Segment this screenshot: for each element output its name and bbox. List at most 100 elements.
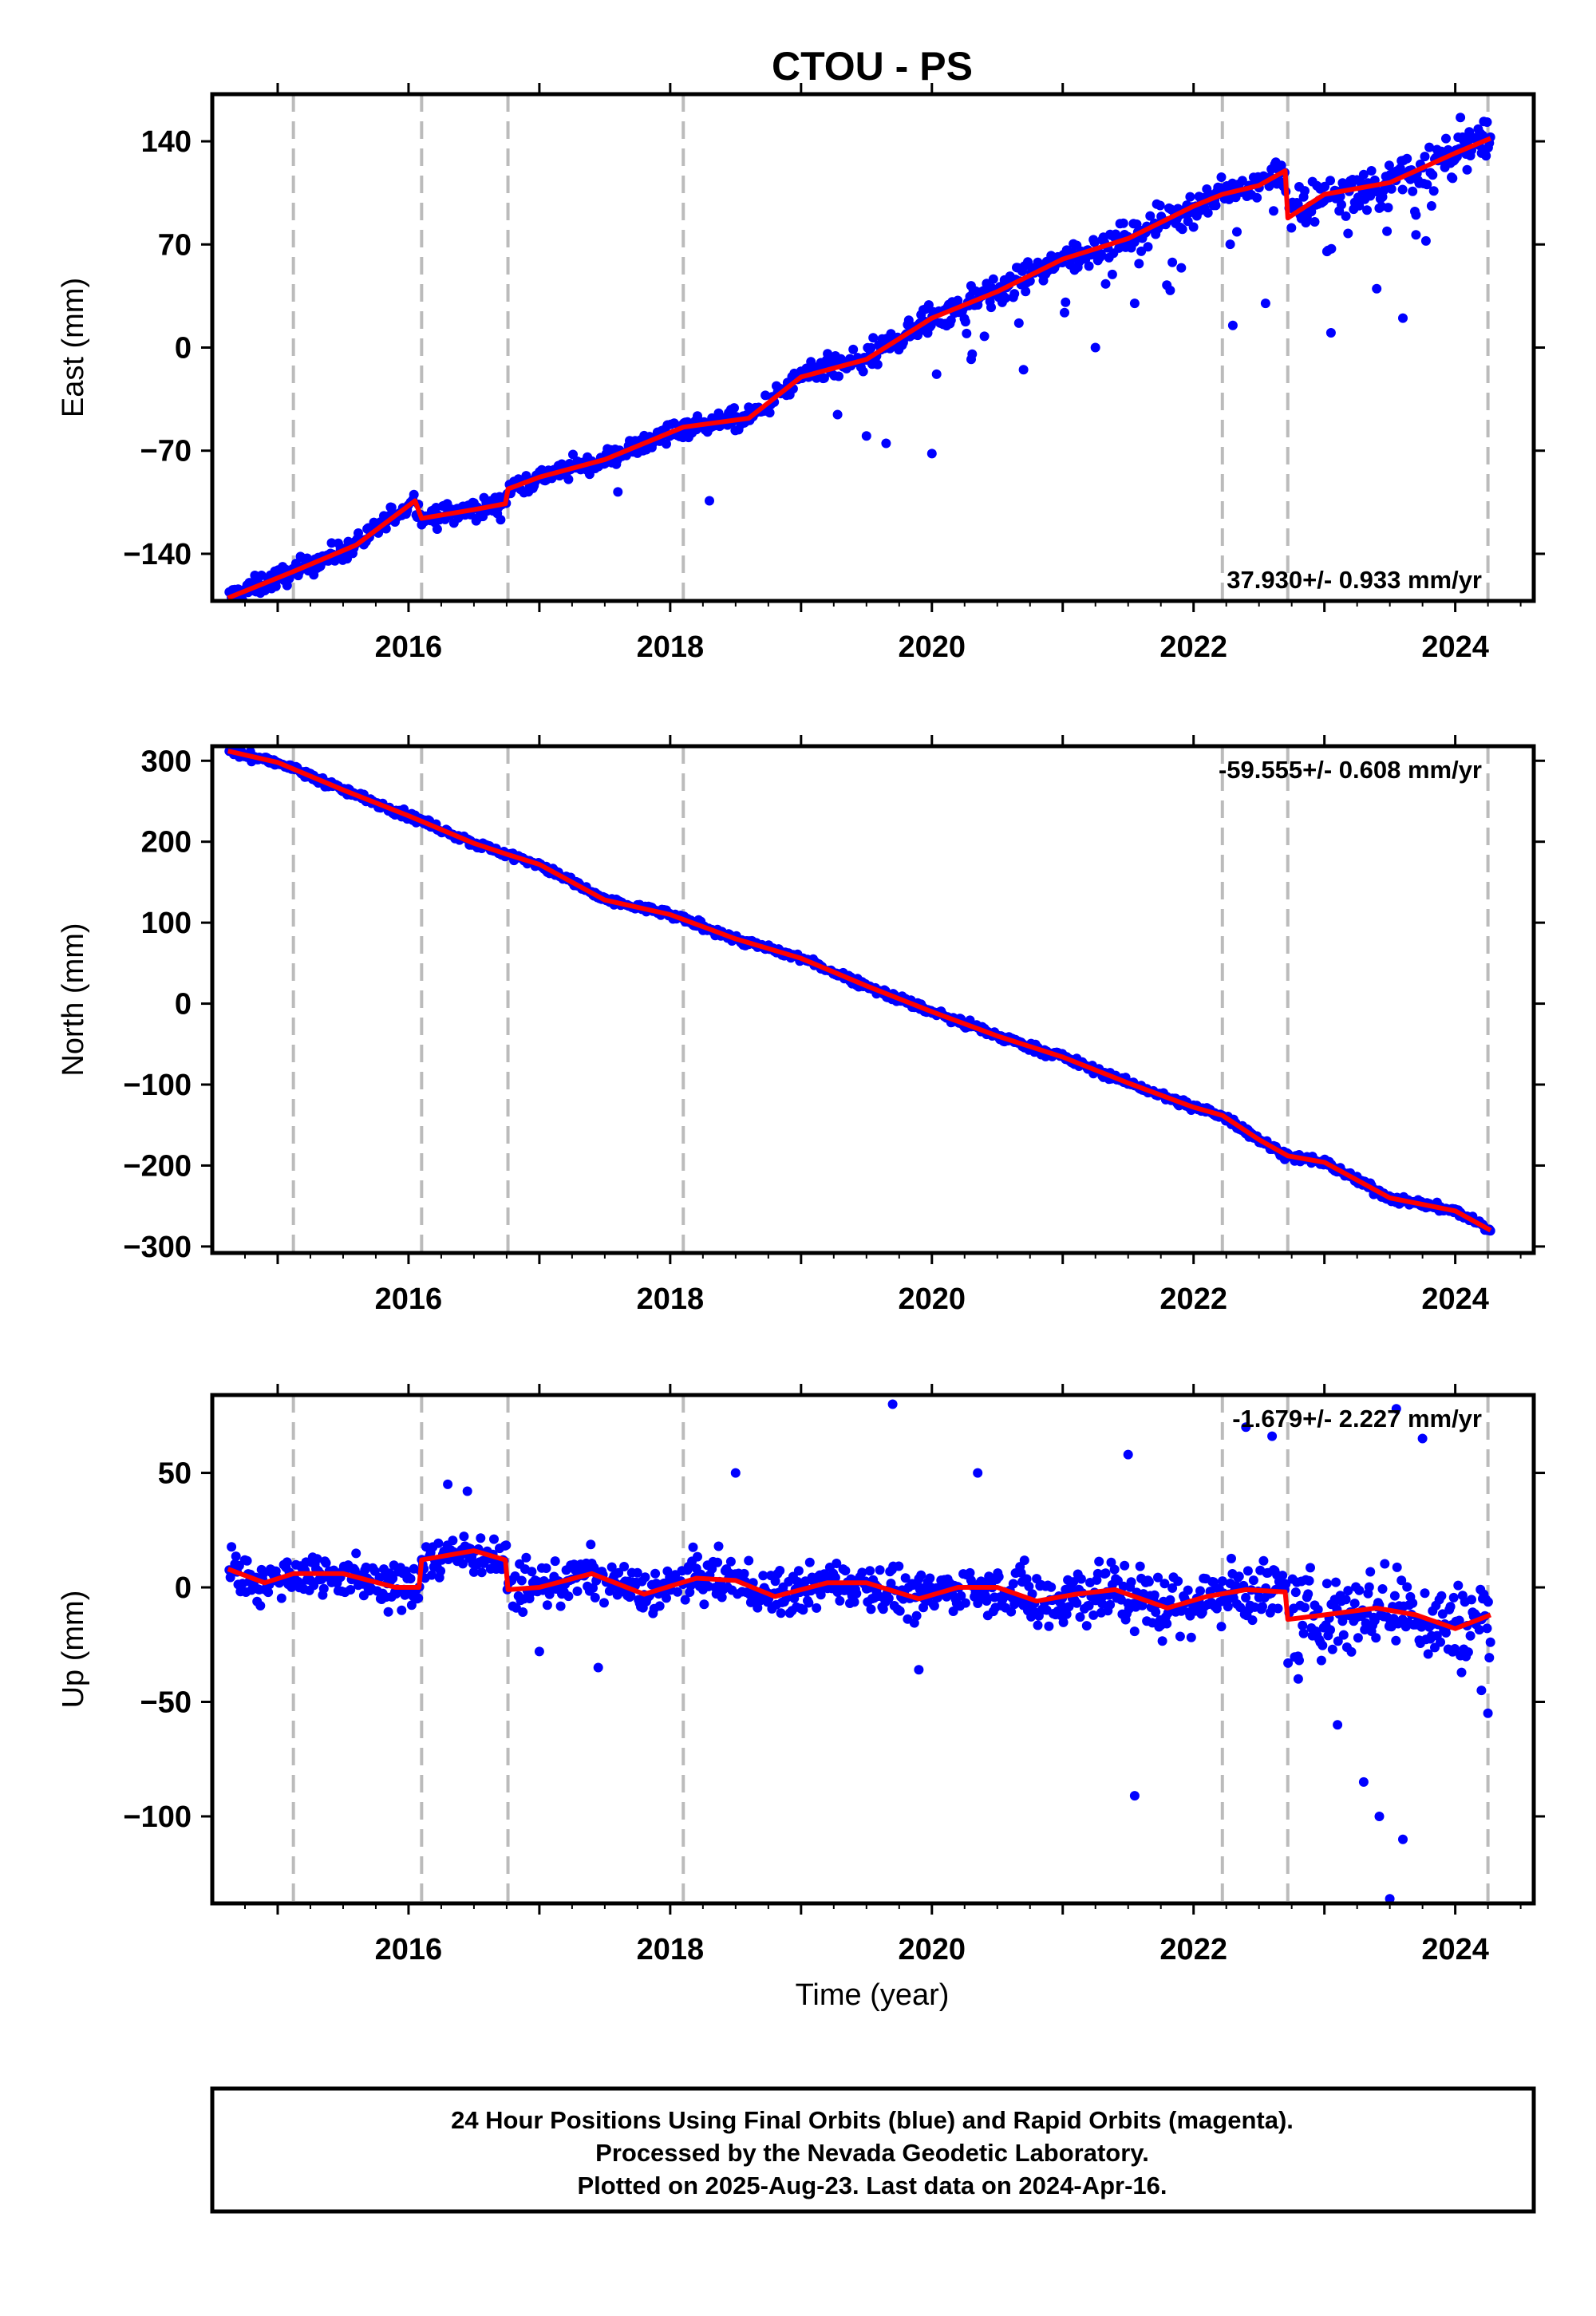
up-point-445	[775, 1566, 785, 1575]
up-point-965	[1391, 1635, 1401, 1646]
up-point-1027	[1465, 1630, 1476, 1641]
up-point-780	[1167, 1583, 1178, 1593]
east-point-531	[872, 359, 883, 370]
up-point-416	[739, 1568, 749, 1579]
up-point-5	[231, 1551, 241, 1562]
up-outlier-15	[1374, 1812, 1385, 1821]
up-point-875	[1283, 1658, 1294, 1668]
up-point-510	[851, 1588, 862, 1599]
up-outlier-6	[914, 1665, 924, 1675]
north-xtick-label-4: 2024	[1421, 1282, 1489, 1316]
east-point-831	[1232, 227, 1242, 237]
up-point-191	[458, 1559, 468, 1569]
up-point-698	[1072, 1598, 1082, 1608]
east-point-686	[1061, 297, 1071, 307]
up-point-689	[1061, 1609, 1072, 1619]
up-outlier-7	[973, 1468, 983, 1478]
east-point-137	[386, 502, 397, 512]
east-point-845	[1252, 192, 1262, 203]
up-ytick-label-0: 50	[158, 1457, 192, 1491]
up-point-460	[793, 1566, 804, 1576]
up-point-836	[1235, 1603, 1246, 1613]
up-point-641	[1008, 1579, 1018, 1589]
up-outlier-14	[1358, 1777, 1369, 1787]
up-point-926	[1343, 1586, 1353, 1596]
east-point-685	[1060, 307, 1069, 318]
up-outlier-9	[1129, 1791, 1140, 1801]
up-rate-label: -1.679+/- 2.227 mm/yr	[1232, 1405, 1482, 1433]
up-point-917	[1333, 1636, 1343, 1646]
up-point-340	[640, 1572, 650, 1583]
north-ytick-label-2: 100	[141, 907, 192, 940]
up-point-754	[1137, 1600, 1148, 1611]
up-point-719	[1097, 1599, 1108, 1609]
east-point-284	[568, 449, 578, 460]
up-xtick-label-3: 2022	[1159, 1933, 1227, 1966]
up-outlier-4	[730, 1468, 741, 1478]
east-point-890	[1310, 217, 1320, 227]
up-point-747	[1129, 1626, 1140, 1637]
up-xtick-label-0: 2016	[375, 1933, 443, 1966]
up-point-629	[994, 1571, 1004, 1582]
up-point-772	[1157, 1636, 1167, 1646]
up-point-675	[1046, 1582, 1057, 1592]
up-point-722	[1100, 1568, 1111, 1579]
up-point-978	[1408, 1598, 1418, 1608]
north-model-line	[227, 749, 1492, 1233]
up-point-256	[541, 1563, 551, 1573]
east-outlier-0	[613, 487, 623, 497]
east-point-86	[326, 538, 337, 548]
up-point-1	[225, 1572, 235, 1583]
up-point-385	[699, 1599, 709, 1610]
up-point-776	[1162, 1618, 1172, 1629]
up-point-441	[770, 1576, 780, 1587]
east-outlier-10	[1260, 298, 1270, 309]
up-point-1018	[1454, 1615, 1464, 1626]
up-point-1026	[1463, 1647, 1473, 1658]
east-point-416	[729, 403, 739, 413]
east-point-1020	[1462, 164, 1472, 175]
north-y-axis-label: North (mm)	[57, 923, 90, 1076]
up-point-495	[835, 1595, 845, 1606]
up-point-726	[1105, 1599, 1116, 1610]
east-point-836	[1237, 176, 1247, 186]
up-xtick-label-2: 2020	[899, 1933, 966, 1966]
up-point-1013	[1448, 1592, 1459, 1603]
up-point-840	[1241, 1592, 1251, 1603]
up-point-456	[789, 1593, 800, 1603]
up-point-828	[1227, 1553, 1236, 1563]
east-outlier-12	[1372, 283, 1382, 294]
up-point-470	[804, 1557, 815, 1567]
up-outlier-18	[1417, 1433, 1428, 1444]
up-point-539	[886, 1579, 896, 1589]
up-xtick-label-1: 2018	[637, 1933, 705, 1966]
up-point-932	[1349, 1599, 1360, 1609]
north-ytick-label-5: −200	[123, 1149, 192, 1183]
up-point-206	[476, 1533, 486, 1543]
up-outlier-17	[1398, 1834, 1408, 1844]
up-point-1028	[1467, 1595, 1476, 1605]
up-point-936	[1354, 1585, 1365, 1595]
up-point-853	[1258, 1602, 1267, 1612]
up-point-532	[878, 1604, 888, 1614]
up-point-792	[1183, 1585, 1193, 1595]
up-point-745	[1126, 1577, 1136, 1587]
up-point-515	[857, 1567, 867, 1578]
east-point-964	[1397, 184, 1408, 195]
up-point-78	[321, 1558, 331, 1568]
up-point-760	[1144, 1576, 1154, 1587]
up-point-973	[1402, 1582, 1412, 1592]
east-point-795	[1188, 222, 1199, 232]
up-point-768	[1153, 1572, 1163, 1583]
up-point-201	[468, 1567, 479, 1577]
north-panel: 300 200 100 0 −100 −200 −300 2016 2018 2020 2022 20…	[57, 735, 1545, 1316]
up-point-164	[427, 1570, 437, 1580]
up-outlier-21	[1483, 1708, 1493, 1718]
east-point-512	[848, 344, 859, 354]
up-point-97	[346, 1585, 356, 1595]
east-xtick-label-4: 2024	[1421, 630, 1489, 664]
east-point-775	[1165, 285, 1175, 295]
up-point-945	[1365, 1567, 1376, 1577]
up-point-299	[590, 1592, 600, 1603]
east-point-899	[1320, 181, 1330, 192]
